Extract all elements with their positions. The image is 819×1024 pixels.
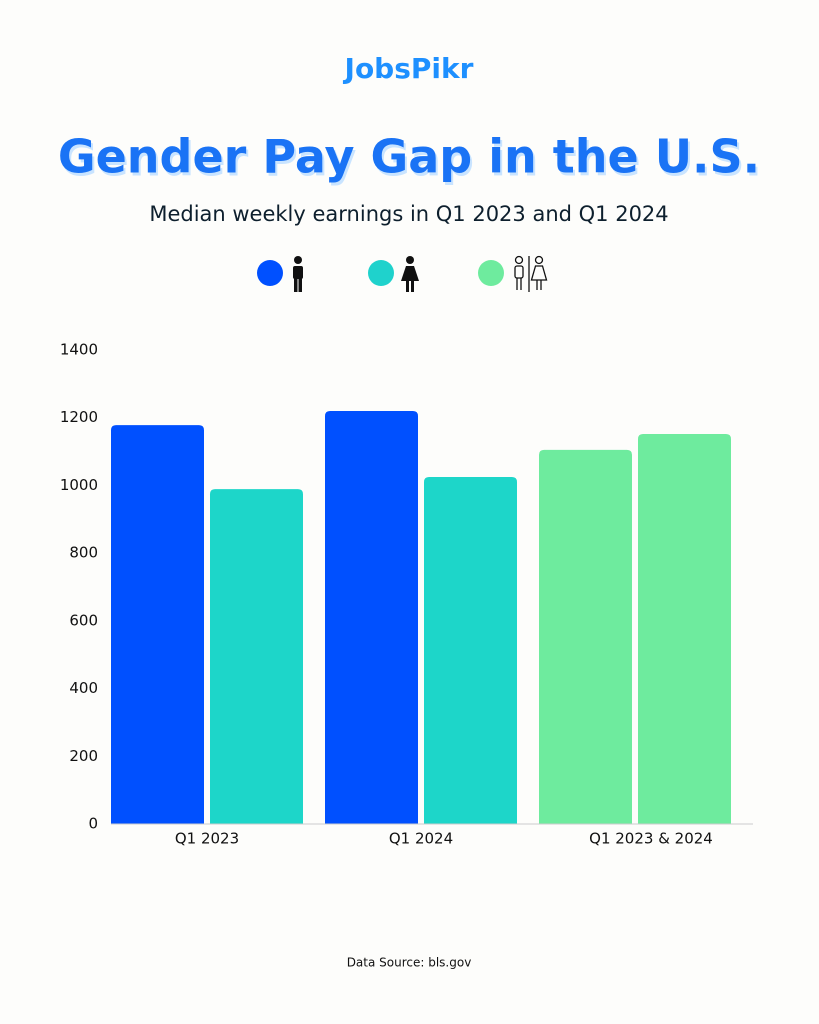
y-tick-label: 200 — [69, 747, 98, 765]
chart-subtitle: Median weekly earnings in Q1 2023 and Q1… — [149, 202, 668, 226]
legend — [257, 255, 548, 292]
legend-dot — [257, 260, 283, 286]
y-tick-label: 1000 — [60, 476, 98, 494]
y-tick-label: 600 — [69, 611, 98, 629]
bar — [638, 433, 731, 824]
y-tick-label: 1200 — [60, 408, 98, 426]
brand-logo: JobsPikr — [343, 52, 474, 85]
source-note: Data Source: bls.gov — [347, 956, 472, 970]
bar — [325, 410, 418, 824]
legend-dot — [368, 260, 394, 286]
y-tick-label: 400 — [69, 679, 98, 697]
bar — [424, 476, 517, 824]
x-tick-label: Q1 2024 — [389, 830, 453, 848]
chart-title: Gender Pay Gap in the U.S. — [58, 130, 760, 184]
chart-title-shadow: Gender Pay Gap in the U.S. — [60, 133, 762, 187]
bar — [111, 425, 204, 824]
woman-icon — [401, 256, 419, 292]
y-tick-label: 1400 — [60, 341, 98, 359]
legend-dot — [478, 260, 504, 286]
x-tick-label: Q1 2023 & 2024 — [589, 830, 713, 848]
y-tick-label: 0 — [88, 815, 98, 833]
y-tick-label: 800 — [69, 544, 98, 562]
x-tick-label: Q1 2023 — [175, 830, 239, 848]
bar — [210, 489, 303, 824]
bar — [539, 449, 632, 824]
man-icon — [293, 256, 303, 292]
people-icon — [514, 255, 548, 292]
